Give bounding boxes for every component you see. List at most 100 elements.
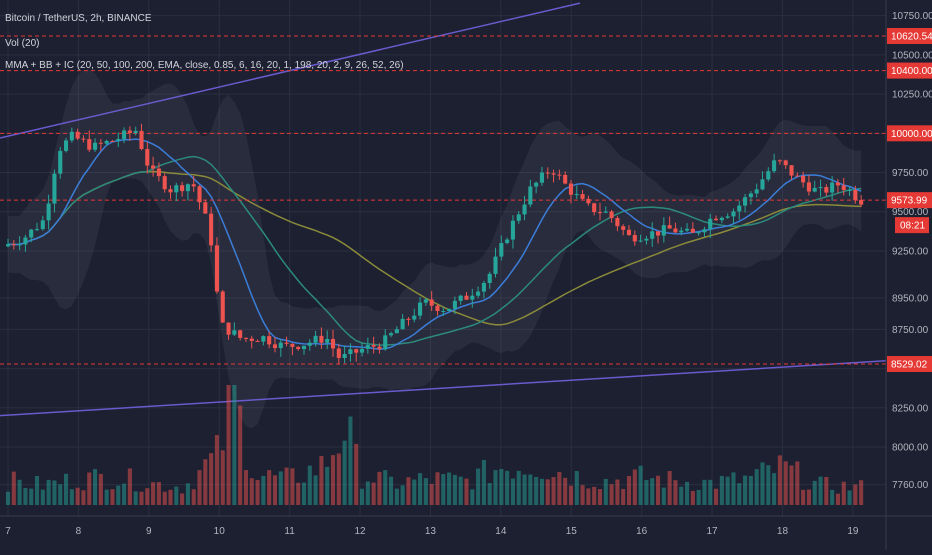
y-tick-label: 10500.00 xyxy=(892,50,932,61)
volume-bar xyxy=(383,470,388,505)
volume-bar xyxy=(29,488,34,505)
candle xyxy=(545,172,550,174)
candle xyxy=(609,211,614,219)
volume-bar xyxy=(203,459,208,505)
volume-bar xyxy=(487,483,492,505)
volume-bar xyxy=(661,487,666,505)
x-tick-label: 19 xyxy=(847,526,859,537)
volume-bar xyxy=(284,467,289,505)
y-tick-label: 10250.00 xyxy=(892,90,932,101)
candle xyxy=(330,338,336,349)
candle xyxy=(592,203,597,213)
candle xyxy=(40,220,45,230)
candle xyxy=(505,239,510,244)
volume-bar xyxy=(243,470,249,505)
candle xyxy=(394,329,399,334)
candle xyxy=(284,342,289,344)
volume-bar xyxy=(754,469,759,505)
volume-bar xyxy=(232,385,237,505)
volume-bar xyxy=(638,465,643,505)
candle xyxy=(580,194,585,199)
candle xyxy=(563,174,568,184)
x-tick-label: 9 xyxy=(146,526,152,537)
volume-bar xyxy=(5,491,11,505)
candle xyxy=(342,354,347,359)
candle xyxy=(383,335,388,350)
candle xyxy=(696,232,701,234)
time-axis[interactable] xyxy=(0,516,886,550)
volume-bar xyxy=(516,470,521,505)
price-level-tag xyxy=(887,192,932,209)
volume-bar xyxy=(830,489,835,505)
volume-bar xyxy=(406,477,411,505)
volume-bar xyxy=(104,489,109,505)
candle xyxy=(708,218,713,230)
volume-bar xyxy=(52,480,57,505)
volume-bar xyxy=(325,466,330,505)
candle xyxy=(365,345,370,349)
volume-bar xyxy=(40,489,45,505)
volume-bar xyxy=(818,476,823,505)
volume-bar xyxy=(313,475,318,505)
volume-bar xyxy=(87,472,92,505)
candle xyxy=(412,315,417,320)
indicator-legend[interactable]: MMA + BB + IC (20, 50, 100, 200, EMA, cl… xyxy=(5,60,404,71)
candle xyxy=(476,291,481,296)
candle xyxy=(174,185,179,193)
candle xyxy=(377,346,382,350)
volume-bar xyxy=(365,481,370,505)
volume-bar xyxy=(505,470,510,505)
candle xyxy=(301,345,307,350)
volume-bar xyxy=(859,480,864,505)
price-axis[interactable] xyxy=(886,0,932,516)
volume-bar xyxy=(621,488,626,505)
candle xyxy=(87,139,92,150)
candle xyxy=(203,202,208,214)
candle xyxy=(568,183,574,195)
volume-bar xyxy=(214,435,219,505)
volume-bar xyxy=(568,485,574,505)
candle xyxy=(452,300,457,309)
volume-bar xyxy=(110,489,115,505)
x-tick-label: 11 xyxy=(284,526,295,537)
volume-legend[interactable]: Vol (20) xyxy=(5,38,40,49)
volume-bar xyxy=(249,478,254,505)
candle xyxy=(435,305,440,312)
volume-bar xyxy=(592,486,597,505)
volume-bar xyxy=(580,485,585,505)
candle xyxy=(516,214,521,221)
volume-bar xyxy=(644,479,649,505)
candle xyxy=(168,189,173,193)
candle xyxy=(830,182,835,193)
candle xyxy=(772,160,777,172)
candle xyxy=(754,189,759,194)
candle xyxy=(441,310,446,312)
candle xyxy=(406,318,411,320)
candle xyxy=(447,308,452,311)
symbol-legend[interactable]: Bitcoin / TetherUS, 2h, BINANCE xyxy=(5,13,152,24)
volume-bar xyxy=(400,485,405,505)
volume-bar xyxy=(673,480,678,505)
volume-bar xyxy=(586,488,591,505)
x-tick-label: 15 xyxy=(566,526,578,537)
volume-bar xyxy=(197,470,202,505)
candle xyxy=(423,299,428,303)
volume-bar xyxy=(609,484,614,505)
volume-bar xyxy=(812,480,817,505)
candle xyxy=(116,139,121,142)
candle xyxy=(389,333,394,336)
volume-bar xyxy=(133,491,138,505)
candle xyxy=(743,197,748,206)
price-level-label: 8529.02 xyxy=(891,360,928,371)
volume-bar xyxy=(17,479,22,505)
volume-bar xyxy=(359,488,365,505)
volume-bar xyxy=(429,483,434,505)
volume-bar xyxy=(476,468,481,505)
x-tick-label: 12 xyxy=(354,526,366,537)
candle xyxy=(615,218,620,227)
bollinger-band xyxy=(8,69,862,429)
volume-bar xyxy=(296,482,301,505)
volume-bar xyxy=(493,470,498,505)
